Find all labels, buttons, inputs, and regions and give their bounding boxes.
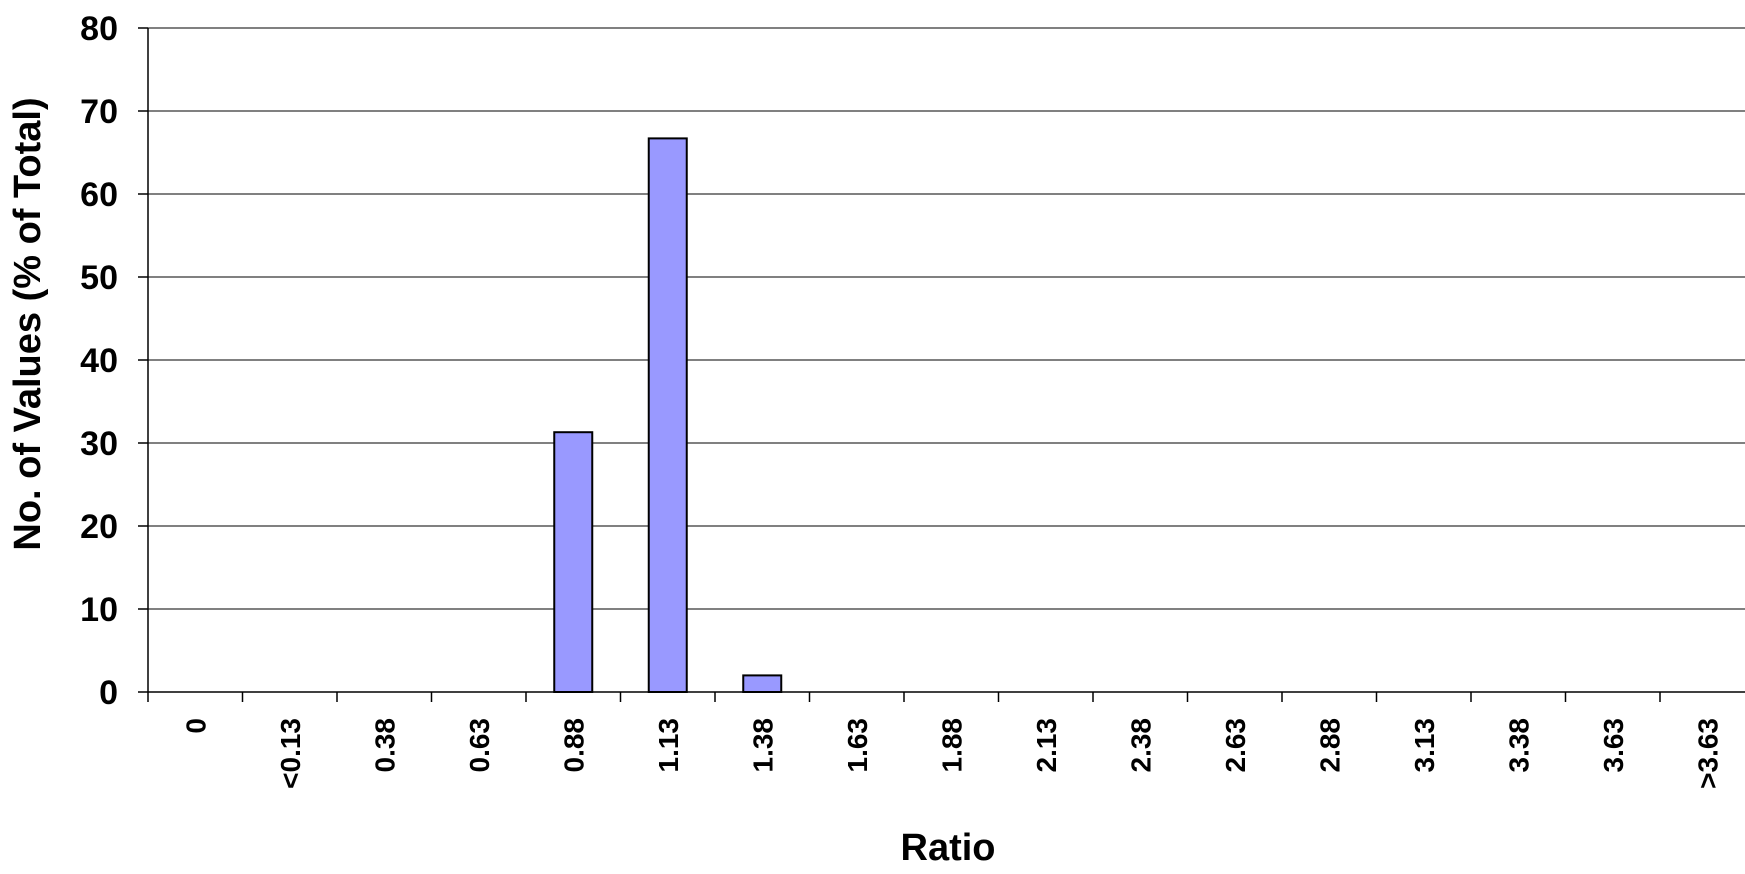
axes [138,27,1745,702]
bars [553,137,783,694]
y-tick-label: 70 [80,93,118,131]
y-tick-label: 10 [80,591,118,629]
x-tick-label: <0.13 [275,718,306,789]
x-tick-label: 2.13 [1031,718,1062,773]
x-tick-label: 1.13 [653,718,684,773]
x-tick-label: 2.88 [1314,718,1345,773]
x-tick-label: 0 [180,718,211,734]
y-tick-label: 60 [80,176,118,214]
x-tick-label: 2.38 [1125,718,1156,773]
y-tick-label: 30 [80,425,118,463]
y-tick-label: 80 [80,10,118,48]
bar-1.13 [647,137,688,693]
x-tick-label: 0.88 [558,718,589,773]
y-tick-label: 40 [80,342,118,380]
x-tick-label: 0.38 [369,718,400,773]
x-tick-label: 0.63 [464,718,495,773]
x-tick-label: 3.13 [1409,718,1440,773]
x-tick-label: 1.38 [747,718,778,773]
x-tick-label: 1.88 [936,718,967,773]
x-tick-label: 2.63 [1220,718,1251,773]
x-tick-label: 3.63 [1598,718,1629,773]
y-tick-labels: 0 10 20 30 40 50 60 70 80 [80,10,118,712]
x-tick-label: >3.63 [1692,718,1723,789]
bar-0.88 [553,431,594,693]
x-tick-labels: 0 <0.13 0.38 0.63 0.88 1.13 1.38 1.63 1.88 2.13 2.… [180,718,1723,789]
x-tick-label: 3.38 [1503,718,1534,773]
y-axis-title: No. of Values (% of Total) [7,97,49,550]
gridlines [148,27,1745,610]
y-tick-label: 0 [99,674,118,712]
y-tick-label: 20 [80,508,118,546]
y-tick-label: 50 [80,259,118,297]
bar-1.38 [742,674,783,694]
x-tick-label: 1.63 [842,718,873,773]
x-axis-title: Ratio [901,827,996,869]
